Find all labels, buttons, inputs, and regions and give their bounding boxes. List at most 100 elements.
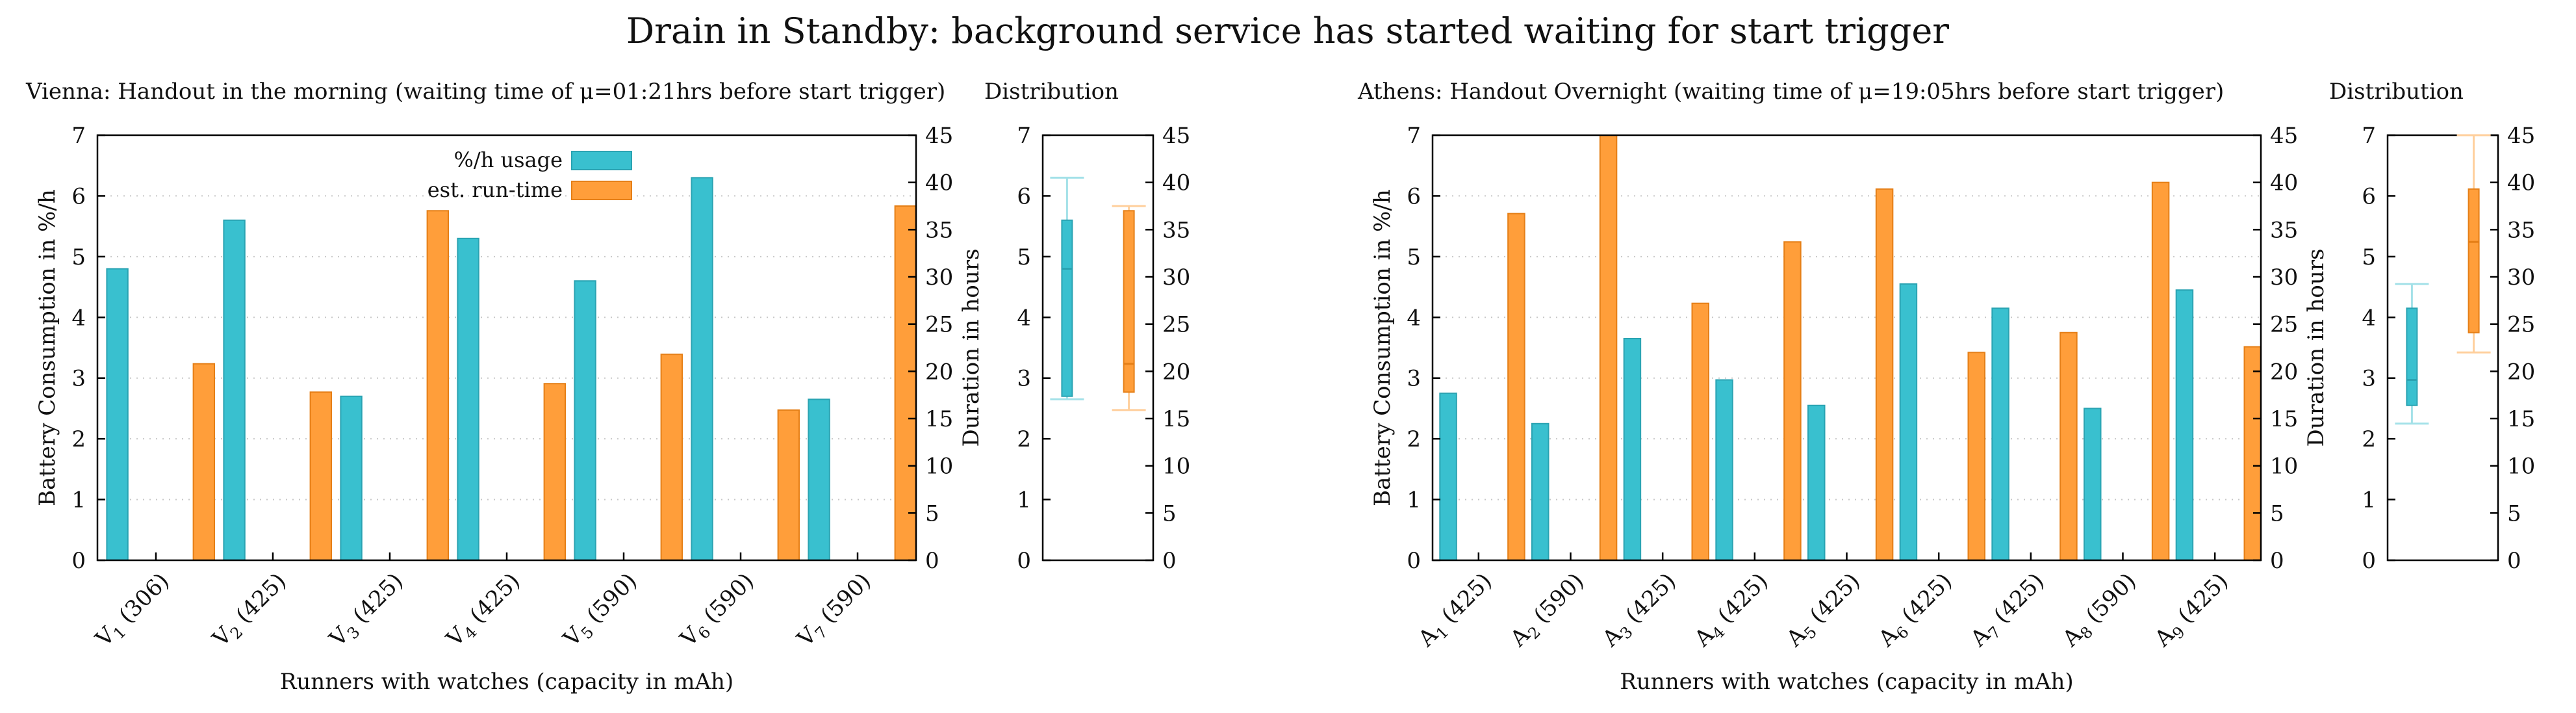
athens-distribution-y2tick-label: 20 xyxy=(2507,359,2535,385)
athens-xtick-label: A8 (590) xyxy=(2057,568,2143,655)
vienna-distribution-box xyxy=(1123,210,1135,393)
vienna-ytick-label: 1 xyxy=(71,487,86,513)
vienna-distribution-y2tick-label: 10 xyxy=(1162,454,1190,480)
vienna-usage-bar xyxy=(691,177,713,561)
athens-y2tick-label: 15 xyxy=(2270,406,2298,432)
vienna-xtick-capacity: (425) xyxy=(460,568,526,634)
athens-ytick-label: 7 xyxy=(1407,123,1421,149)
vienna-distribution-y2tick-label: 45 xyxy=(1162,123,1190,149)
vienna-usage-bar xyxy=(808,398,830,562)
athens-distribution-y2tick-label: 25 xyxy=(2507,312,2535,338)
vienna-ytick-label: 2 xyxy=(71,426,86,452)
athens-y2tick-label: 0 xyxy=(2270,548,2284,574)
vienna-xtick-capacity: (590) xyxy=(577,568,643,634)
athens-xtick-capacity: (590) xyxy=(1524,568,1589,634)
athens-y2tick-label: 45 xyxy=(2270,123,2298,149)
vienna-xtick-capacity: (590) xyxy=(694,568,759,634)
athens-distribution-ytick-label: 7 xyxy=(2362,123,2376,149)
athens-usage-bar xyxy=(1439,393,1457,561)
vienna-xtick-capacity: (425) xyxy=(343,568,409,634)
vienna-bar-chart: Vienna: Handout in the morning (waiting … xyxy=(25,79,984,695)
vienna-distribution-box xyxy=(1061,219,1073,397)
athens-xtick-capacity: (425) xyxy=(1708,568,1774,634)
vienna-distribution-title: Distribution xyxy=(984,79,1119,105)
athens-ytick-label: 0 xyxy=(1407,548,1421,574)
vienna-xtick-capacity: (306) xyxy=(109,568,175,634)
vienna-ytick-label: 6 xyxy=(71,183,86,209)
vienna-distribution-ytick-label: 3 xyxy=(1017,366,1031,392)
athens-runtime-bar xyxy=(1875,188,1894,561)
athens-usage-bar xyxy=(1715,379,1733,561)
vienna-y2tick-label: 30 xyxy=(925,265,953,291)
vienna-runtime-bar xyxy=(660,354,683,561)
athens-distribution-y2tick-label: 40 xyxy=(2507,170,2535,196)
athens-distribution-ytick-label: 2 xyxy=(2362,426,2376,452)
vienna-y2tick-label: 10 xyxy=(925,454,953,480)
vienna-distribution-y2tick-label: 40 xyxy=(1162,170,1190,196)
athens-usage-bar xyxy=(1899,283,1918,561)
athens-distribution-y2tick-label: 10 xyxy=(2507,454,2535,480)
vienna-y2tick-label: 15 xyxy=(925,406,953,432)
vienna-usage-bar xyxy=(223,219,246,561)
vienna-xtick-capacity: (590) xyxy=(811,568,876,634)
athens-ytick-label: 2 xyxy=(1407,426,1421,452)
athens-xtick-capacity: (590) xyxy=(2076,568,2141,634)
vienna-y2label: Duration in hours xyxy=(958,249,984,447)
athens-runtime-bar xyxy=(2243,346,2262,562)
legend-usage-swatch xyxy=(571,151,632,170)
athens-usage-bar xyxy=(1991,307,2009,561)
vienna-xlabel: Runners with watches (capacity in mAh) xyxy=(280,669,733,695)
vienna-runtime-bar xyxy=(543,383,566,562)
vienna-distribution-y2tick-label: 0 xyxy=(1162,548,1177,574)
athens-xtick-capacity: (425) xyxy=(1892,568,1958,634)
athens-runtime-bar xyxy=(2151,181,2170,561)
vienna-runtime-bar xyxy=(777,409,800,561)
vienna-y2tick-label: 0 xyxy=(925,548,939,574)
athens-usage-bar xyxy=(1531,422,1549,561)
athens-ytick-label: 3 xyxy=(1407,366,1421,392)
athens-usage-bar xyxy=(2175,289,2194,561)
vienna-y2tick-label: 40 xyxy=(925,170,953,196)
athens-distribution-y2tick-label: 45 xyxy=(2507,123,2535,149)
vienna-runtime-bar xyxy=(192,363,216,561)
vienna-distribution-y2tick-label: 25 xyxy=(1162,312,1190,338)
figure-title: Drain in Standby: background service has… xyxy=(626,10,1949,51)
athens-y2tick-label: 30 xyxy=(2270,265,2298,291)
athens-runtime-bar xyxy=(1783,241,1802,561)
athens-ytick-label: 1 xyxy=(1407,487,1421,513)
athens-xtick-label: A3 (425) xyxy=(1597,568,1683,655)
athens-xtick-label: A9 (425) xyxy=(2149,568,2236,655)
athens-runtime-bar xyxy=(2060,331,2078,561)
athens-frame xyxy=(1431,134,2262,562)
vienna-usage-bar xyxy=(457,237,479,561)
vienna-xtick-label: V4 (425) xyxy=(441,568,528,655)
athens-distribution-ytick-label: 4 xyxy=(2362,305,2376,331)
athens-distribution-y2tick-label: 0 xyxy=(2507,548,2521,574)
vienna-ytick-label: 3 xyxy=(71,366,86,392)
athens-usage-bar xyxy=(1807,404,1826,561)
vienna-xtick-label: V7 (590) xyxy=(792,568,878,655)
athens-xtick-label: A2 (590) xyxy=(1505,568,1591,655)
vienna-distribution-y2tick-label: 15 xyxy=(1162,406,1190,432)
vienna-distribution-ytick-label: 5 xyxy=(1017,244,1031,270)
vienna-xtick-label: V3 (425) xyxy=(324,568,411,655)
vienna-xtick-label: V5 (590) xyxy=(558,568,644,655)
vienna-runtime-bar xyxy=(894,205,917,561)
athens-ytick-label: 6 xyxy=(1407,183,1421,209)
legend-runtime-label: est. run-time xyxy=(427,177,563,202)
vienna-distribution-ytick-label: 2 xyxy=(1017,426,1031,452)
athens-distribution-y2tick-label: 15 xyxy=(2507,406,2535,432)
athens-distribution-ytick-label: 6 xyxy=(2362,183,2376,209)
vienna-usage-bar xyxy=(574,280,596,561)
vienna-distribution-y2tick-label: 30 xyxy=(1162,265,1190,291)
vienna-distribution-ytick-label: 1 xyxy=(1017,487,1031,513)
vienna-usage-bar xyxy=(340,395,363,561)
vienna-ytick-label: 7 xyxy=(71,123,86,149)
athens-xtick-label: A4 (425) xyxy=(1689,568,1776,655)
vienna-runtime-bar xyxy=(426,210,449,561)
vienna-distribution-frame xyxy=(1041,134,1154,562)
vienna-xtick-label: V6 (590) xyxy=(675,568,761,655)
athens-xtick-capacity: (425) xyxy=(1984,568,2050,634)
